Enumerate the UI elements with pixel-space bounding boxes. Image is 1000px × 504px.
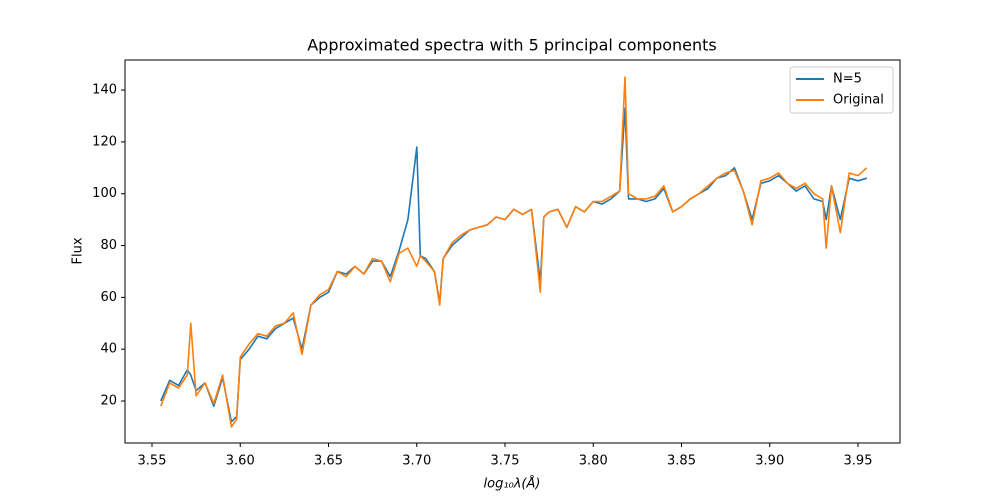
x-tick-label: 3.75	[491, 454, 520, 469]
y-tick-label: 40	[100, 342, 117, 357]
plot-frame	[124, 59, 901, 444]
series-line	[160, 76, 868, 428]
legend-label: Original	[833, 93, 884, 108]
y-tick-label: 120	[92, 134, 117, 149]
x-tick-label: 3.55	[138, 454, 167, 469]
x-tick-label: 3.90	[755, 454, 784, 469]
y-tick-label: 20	[100, 394, 117, 409]
x-tick-label: 3.95	[844, 454, 873, 469]
y-tick-label: 60	[100, 290, 117, 305]
chart-title: Approximated spectra with 5 principal co…	[307, 36, 717, 55]
x-tick-label: 3.80	[579, 454, 608, 469]
x-tick-label: 3.60	[226, 454, 255, 469]
x-tick-label: 3.70	[402, 454, 431, 469]
y-tick-label: 100	[92, 186, 117, 201]
y-axis-label: Flux	[71, 237, 86, 264]
x-tick-label: 3.65	[314, 454, 343, 469]
legend-label: N=5	[833, 72, 862, 87]
series-line	[160, 107, 868, 423]
x-axis-label: log₁₀λ(Å)	[484, 476, 541, 492]
y-tick-label: 80	[100, 238, 117, 253]
y-tick-label: 140	[92, 83, 117, 98]
x-tick-label: 3.85	[667, 454, 696, 469]
